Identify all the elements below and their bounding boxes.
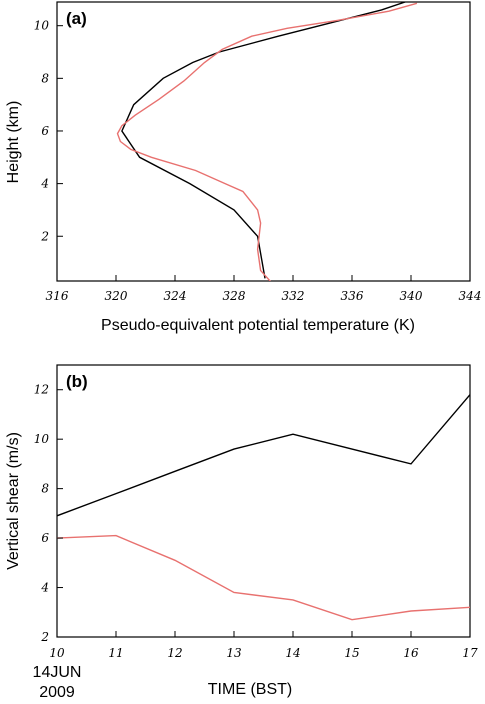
panel-b: 10 11 12 13 14 15 16 17 2 4 6 8 10 12 (b) TIME (BST)… <box>5 364 478 701</box>
x-tick-label: 10 <box>49 646 65 660</box>
series-line-red <box>116 2 418 281</box>
panel-a-series <box>116 2 418 281</box>
panel-b-y-ticks: 2 4 6 8 10 12 <box>34 383 63 644</box>
panel-b-series <box>57 394 470 621</box>
panel-a-x-ticks: 316 320 324 328 332 336 340 344 <box>46 275 482 303</box>
panel-b-x-axis-label: TIME (BST) <box>208 681 292 698</box>
panel-a-y-ticks: 2 4 6 8 10 <box>34 19 63 243</box>
series-line-black <box>57 394 470 517</box>
x-tick-label: 324 <box>164 289 187 303</box>
x-tick-label: 340 <box>400 289 423 303</box>
y-tick-label: 6 <box>41 531 49 545</box>
panel-b-label: (b) <box>66 372 88 391</box>
panel-a-frame <box>56 1 471 282</box>
series-line-red <box>57 534 470 621</box>
x-tick-label: 13 <box>226 646 242 660</box>
panel-b-date-line-2: 2009 <box>39 684 75 701</box>
x-tick-label: 332 <box>282 289 305 303</box>
y-tick-label: 4 <box>40 177 49 191</box>
x-tick-label: 17 <box>462 646 478 660</box>
x-tick-label: 11 <box>108 646 123 660</box>
y-tick-label: 2 <box>40 229 49 243</box>
x-tick-label: 15 <box>344 646 359 660</box>
x-tick-label: 14 <box>285 646 300 660</box>
panel-a-y-axis-label: Height (km) <box>5 101 22 184</box>
panel-b-date-line-1: 14JUN <box>33 664 82 681</box>
panel-b-y-axis-label: Vertical shear (m/s) <box>5 432 22 570</box>
y-tick-label: 10 <box>34 432 50 446</box>
y-tick-label: 10 <box>34 19 50 33</box>
x-tick-label: 344 <box>459 289 482 303</box>
panel-a: 316 320 324 328 332 336 340 344 2 4 6 8 10 (a) Pseu… <box>5 1 482 334</box>
y-tick-label: 8 <box>41 71 49 85</box>
x-tick-label: 336 <box>341 289 364 303</box>
panel-b-frame <box>56 364 471 638</box>
y-tick-label: 4 <box>40 581 49 595</box>
y-tick-label: 12 <box>34 383 49 397</box>
x-tick-label: 16 <box>403 646 419 660</box>
panel-a-x-axis-label: Pseudo-equivalent potential temperature … <box>101 317 415 334</box>
x-tick-label: 12 <box>167 646 182 660</box>
panel-a-label: (a) <box>66 9 87 28</box>
panel-b-x-ticks: 10 11 12 13 14 15 16 17 <box>49 631 478 660</box>
x-tick-label: 320 <box>105 289 128 303</box>
y-tick-label: 6 <box>41 124 49 138</box>
x-tick-label: 328 <box>223 289 246 303</box>
x-tick-label: 316 <box>46 289 69 303</box>
y-tick-label: 2 <box>40 630 49 644</box>
series-line-black <box>121 2 406 279</box>
y-tick-label: 8 <box>41 482 49 496</box>
